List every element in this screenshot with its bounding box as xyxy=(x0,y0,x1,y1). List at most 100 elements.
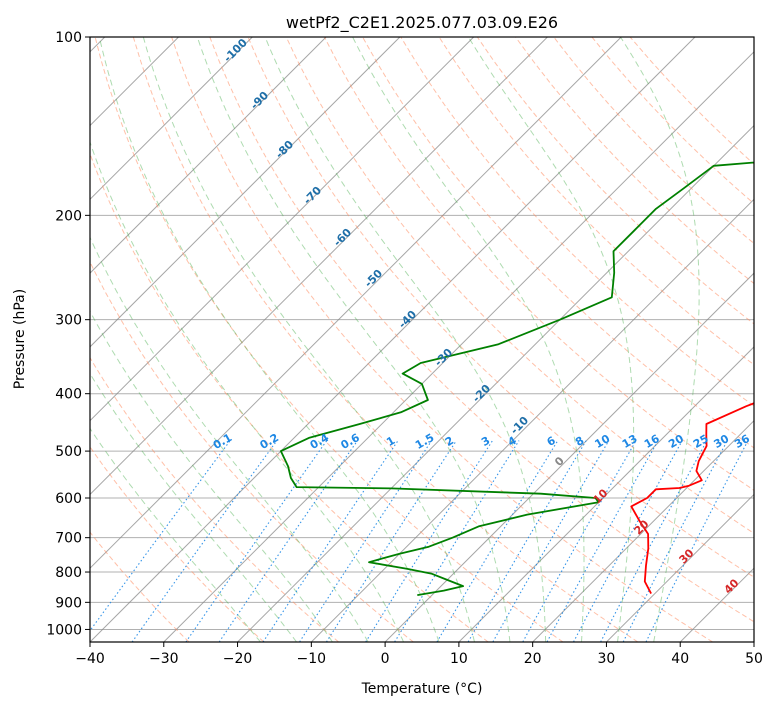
y-tick-label: 800 xyxy=(55,565,82,581)
moist-adiabat xyxy=(467,37,635,642)
isotherm xyxy=(532,419,754,642)
mixing-ratio-label: 20 xyxy=(666,432,686,451)
isotherm xyxy=(606,493,754,642)
y-axis-label: Pressure (hPa) xyxy=(12,289,28,389)
y-tick-label: 900 xyxy=(55,595,82,611)
dry-adiabat xyxy=(90,446,265,642)
y-tick-label: 600 xyxy=(55,491,82,507)
moist-adiabat xyxy=(90,310,333,642)
y-tick-label: 1000 xyxy=(46,622,82,638)
dry-adiabat xyxy=(90,356,339,642)
theta-label: -100 xyxy=(221,36,250,65)
mixing-ratio-label: 16 xyxy=(642,432,662,451)
theta-label: -40 xyxy=(396,308,419,331)
mixing-ratio-line xyxy=(492,440,610,642)
mixing-ratio-line xyxy=(436,440,559,642)
y-tick-label: 400 xyxy=(55,387,82,403)
dewpoint-line xyxy=(279,161,754,596)
temperature-line xyxy=(630,402,754,595)
theta-label: 30 xyxy=(677,546,697,566)
x-tick-label: −10 xyxy=(297,651,327,667)
moist-adiabat xyxy=(196,37,511,642)
moist-adiabat xyxy=(90,236,369,642)
x-tick-label: 40 xyxy=(671,651,689,667)
theta-label: -30 xyxy=(432,346,455,369)
x-tick-label: −40 xyxy=(75,651,105,667)
theta-label: -60 xyxy=(331,226,354,249)
theta-label: 0 xyxy=(552,454,567,469)
label-layer: 0.1 0.2 0.4 0.6 1 1.5 2 3 4 6 8 10 13 16 20 25 30 36-100-… xyxy=(211,36,752,597)
moist-adiabat xyxy=(90,140,405,642)
x-axis-label: Temperature (°C) xyxy=(361,681,483,697)
mixing-ratio-line xyxy=(299,440,433,642)
isotherm xyxy=(90,37,401,348)
isotherm xyxy=(90,37,622,569)
mixing-ratio-label: 1 xyxy=(384,434,397,449)
x-tick-label: −30 xyxy=(149,651,179,667)
x-tick-label: −20 xyxy=(223,651,253,667)
mixing-ratio-line xyxy=(645,440,749,642)
mixing-ratio-line xyxy=(546,440,659,642)
mixing-ratio-line xyxy=(600,440,708,642)
dry-adiabat xyxy=(132,37,639,642)
isotherm xyxy=(679,567,754,642)
mixing-ratio-line xyxy=(185,440,328,642)
dry-adiabat xyxy=(94,37,564,642)
x-tick-label: 0 xyxy=(381,651,390,667)
x-tick-label: 50 xyxy=(745,651,763,667)
isotherm xyxy=(90,37,327,274)
mixing-ratio-label: 0.4 xyxy=(308,431,332,452)
dry-adiabat xyxy=(438,37,754,366)
dry-adiabat xyxy=(285,37,754,535)
isotherm xyxy=(90,37,475,422)
mixing-ratio-label: 10 xyxy=(593,432,613,451)
y-tick-label: 100 xyxy=(55,30,82,46)
moist-adiabat xyxy=(98,37,440,642)
moist-adiabat xyxy=(620,37,700,642)
mixing-ratio-line xyxy=(365,440,493,642)
y-tick-label: 300 xyxy=(55,313,82,329)
theta-label: 40 xyxy=(722,576,742,596)
isotherm xyxy=(90,37,253,201)
mixing-ratio-label: 6 xyxy=(545,434,558,449)
dry-adiabat xyxy=(90,260,414,642)
isotherm xyxy=(753,641,754,642)
mixing-ratio-line xyxy=(622,440,728,642)
mixing-ratio-line xyxy=(131,440,278,642)
isotherm xyxy=(310,198,754,642)
moist-adiabat xyxy=(352,37,585,642)
dry-adiabat xyxy=(515,37,754,285)
mixing-ratio-line xyxy=(573,440,683,642)
moist-adiabat xyxy=(264,37,547,642)
dry-adiabat xyxy=(629,37,754,165)
theta-label: -80 xyxy=(273,138,296,161)
isotherm xyxy=(90,37,696,642)
mixing-ratio-label: 1.5 xyxy=(413,431,436,452)
mixing-ratio-label: 2 xyxy=(443,434,456,449)
mixing-ratio-label: 0.2 xyxy=(258,431,281,452)
chart-title: wetPf2_C2E1.2025.077.03.09.E26 xyxy=(286,13,558,33)
moist-adiabat xyxy=(90,372,298,642)
mixing-ratio-label: 13 xyxy=(620,432,640,451)
dry-adiabat xyxy=(171,37,713,642)
isotherm xyxy=(163,51,754,642)
data-layer xyxy=(279,161,754,596)
mixing-ratio-line xyxy=(522,440,637,642)
theta-label: -50 xyxy=(362,267,385,290)
mixing-ratio-line xyxy=(90,440,231,632)
mixing-ratio-label: 3 xyxy=(479,434,492,449)
dry-adiabat xyxy=(553,37,754,245)
mixing-ratio-line xyxy=(218,440,358,642)
theta-label: -70 xyxy=(301,184,324,207)
moist-adiabat xyxy=(142,37,475,642)
mixing-ratio-label: 0.6 xyxy=(339,431,363,452)
y-tick-label: 200 xyxy=(55,208,82,224)
grid-layer xyxy=(90,37,754,642)
mixing-ratio-line xyxy=(262,440,399,642)
moist-adiabat xyxy=(90,427,261,642)
x-tick-label: 10 xyxy=(450,651,468,667)
mixing-ratio-line xyxy=(467,440,587,642)
isotherm xyxy=(90,37,548,496)
plot-frame xyxy=(89,36,755,643)
